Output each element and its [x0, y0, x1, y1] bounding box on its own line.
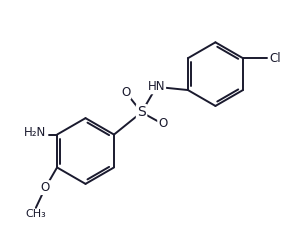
- Text: O: O: [158, 118, 167, 130]
- Text: HN: HN: [148, 80, 165, 93]
- Text: O: O: [121, 86, 130, 99]
- Text: CH₃: CH₃: [25, 209, 46, 219]
- Text: H₂N: H₂N: [24, 126, 47, 139]
- Text: Cl: Cl: [270, 52, 281, 65]
- Text: S: S: [137, 105, 146, 119]
- Text: O: O: [41, 181, 50, 194]
